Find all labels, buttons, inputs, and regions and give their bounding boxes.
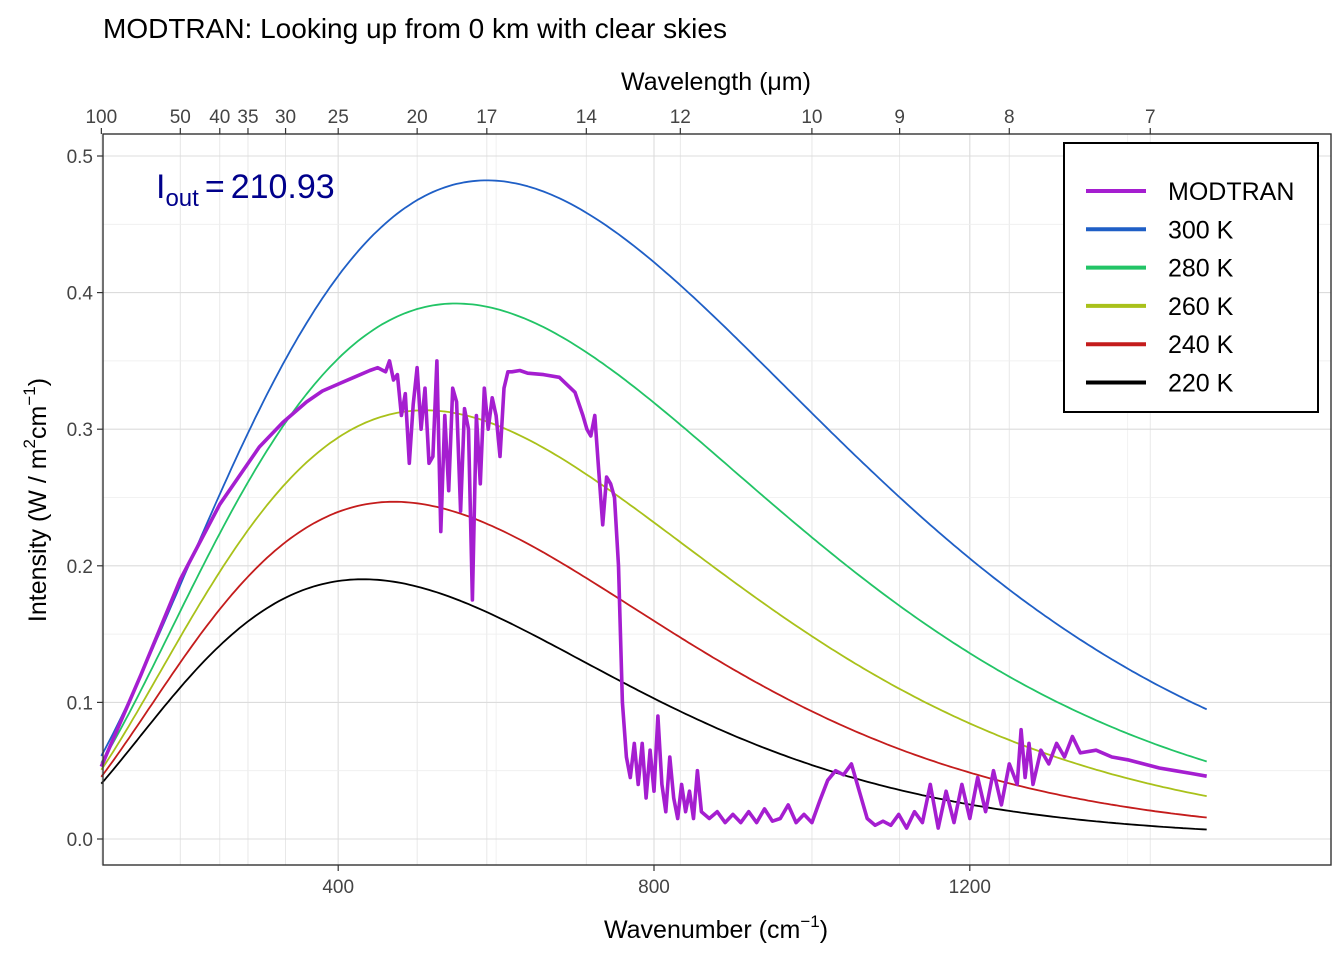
top-tick-label: 8 xyxy=(1004,107,1015,128)
top-tick-label: 50 xyxy=(170,107,191,128)
x-tick-label: 1200 xyxy=(949,877,991,898)
axis-ticks: 400 800 1200 0.0 0.1 0.2 0.3 0.4 0.5 100 50 40 35 30 2… xyxy=(67,107,1156,898)
top-tick-label: 30 xyxy=(275,107,296,128)
legend-label: 240 K xyxy=(1168,331,1234,359)
series-line-300k xyxy=(100,179,1208,757)
x-axis-title: Wavenumber (cm−1) xyxy=(604,912,828,944)
y-tick-label: 0.1 xyxy=(67,693,93,714)
series-lines xyxy=(99,179,1208,831)
legend-box xyxy=(1063,142,1319,413)
top-tick-label: 9 xyxy=(894,107,905,128)
series-line-240k xyxy=(100,500,1207,819)
top-tick-label: 100 xyxy=(85,107,117,128)
plot-panel-border xyxy=(102,133,1332,866)
top-tick-label: 35 xyxy=(237,107,258,128)
legend-label: 220 K xyxy=(1168,370,1234,398)
top-tick-label: 25 xyxy=(328,107,349,128)
chart-title: MODTRAN: Looking up from 0 km with clear… xyxy=(103,13,727,44)
series-line-modtran xyxy=(99,359,1208,830)
y-tick-label: 0.3 xyxy=(67,420,93,441)
x-tick-label: 800 xyxy=(638,877,670,898)
top-tick-label: 20 xyxy=(407,107,428,128)
top-tick-label: 14 xyxy=(576,107,598,128)
top-tick-label: 7 xyxy=(1145,107,1156,128)
legend-label: 300 K xyxy=(1168,216,1234,244)
top-axis-title: Wavelength (μm) xyxy=(621,68,811,96)
top-tick-label: 17 xyxy=(476,107,497,128)
y-tick-label: 0.5 xyxy=(67,147,93,168)
y-tick-label: 0.0 xyxy=(67,830,93,851)
legend-label: 280 K xyxy=(1168,255,1234,283)
gridlines xyxy=(100,134,1331,865)
x-tick-label: 400 xyxy=(322,877,354,898)
top-tick-label: 12 xyxy=(670,107,691,128)
legend: MODTRAN 300 K 280 K 260 K 240 K 220 K xyxy=(1063,142,1319,413)
series-line-280k xyxy=(100,302,1207,764)
legend-label: MODTRAN xyxy=(1168,178,1294,206)
series-line-220k xyxy=(100,578,1207,831)
y-axis-title: Intensity (W / m2cm−1) xyxy=(20,378,52,622)
top-tick-label: 10 xyxy=(801,107,822,128)
top-tick-label: 40 xyxy=(209,107,230,128)
y-tick-label: 0.2 xyxy=(67,557,93,578)
y-tick-label: 0.4 xyxy=(67,284,94,305)
outgoing-intensity-annotation: Iout = 210.93 xyxy=(156,168,335,212)
legend-label: 260 K xyxy=(1168,293,1234,321)
